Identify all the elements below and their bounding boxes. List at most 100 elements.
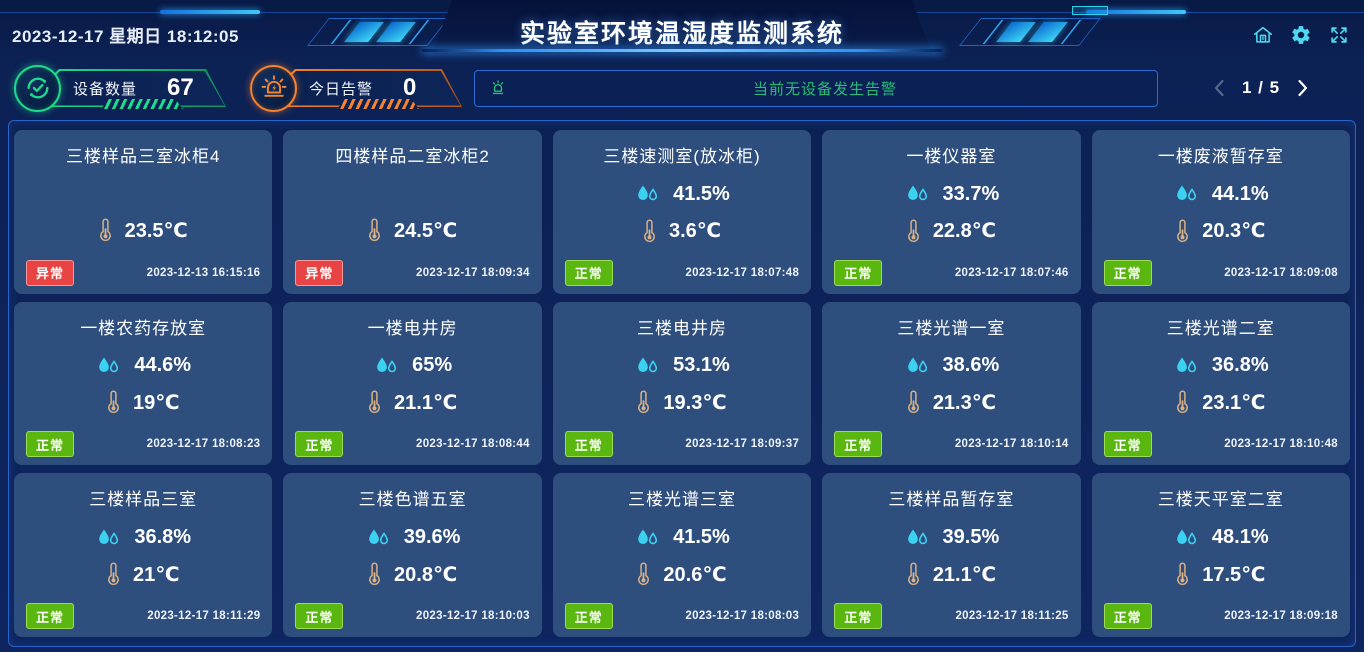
sensor-card[interactable]: 三楼样品三室冰柜4 23 [14,130,273,294]
status-badge: 正常 [1103,431,1152,458]
timestamp: 2023-12-17 18:07:46 [954,266,1069,279]
humidity-icon [904,527,930,549]
thermometer-icon [107,561,120,587]
thermometer-icon [907,561,920,587]
temperature-row: 21.3℃ [833,389,1069,415]
header: 实验室环境温湿度监测系统 2023-12-17 星期日 18:12:05 [0,0,1364,56]
thermometer-icon [643,218,656,244]
humidity-icon [365,527,391,549]
fullscreen-icon[interactable] [1328,24,1350,46]
timestamp: 2023-12-17 18:10:14 [954,438,1069,451]
humidity-value: 44.1% [1211,182,1269,205]
humidity-icon [1173,183,1199,205]
settings-icon[interactable] [1290,24,1312,46]
thermometer-icon [368,561,381,587]
room-name: 一楼农药存放室 [80,318,207,338]
humidity-row: 41.5% [564,526,800,549]
status-badge: 正常 [26,603,75,629]
status-badge: 正常 [564,431,613,458]
timestamp: 2023-12-13 16:15:16 [146,266,261,279]
humidity-row: 44.6% [25,354,261,377]
status-badge: 正常 [834,603,883,629]
room-name: 三楼光谱三室 [627,490,736,510]
temperature-row: 23.5℃ [25,217,261,243]
humidity-icon [1173,355,1199,377]
sensor-card[interactable]: 一楼仪器室 33.7% 2 [822,130,1081,294]
sensor-card[interactable]: 三楼光谱三室 41.5% [552,473,812,637]
temperature-row: 17.5℃ [1103,561,1339,587]
humidity-icon [904,183,930,205]
humidity-value: 36.8% [134,526,192,549]
device-count-frame: 设备数量 67 [49,69,226,107]
timestamp: 2023-12-17 18:08:23 [146,438,261,451]
timestamp: 2023-12-17 18:09:34 [416,266,530,279]
room-name: 一楼电井房 [367,318,458,338]
device-count-badge: 设备数量 67 [14,63,226,113]
thermometer-icon [907,389,920,415]
today-alarms-label: 今日告警 [309,80,374,98]
humidity-icon [634,527,660,549]
thermometer-icon [368,389,381,415]
sensor-card[interactable]: 三楼色谱五室 39.6% [283,473,542,637]
sensor-card[interactable]: 三楼速测室(放冰柜) 41.5% [552,130,812,294]
timestamp: 2023-12-17 18:11:29 [147,610,261,622]
chevron-right-icon[interactable] [1296,79,1310,97]
temperature-value: 20.3℃ [1202,220,1266,243]
sensor-card[interactable]: 三楼光谱二室 36.8% [1091,301,1350,466]
status-badge: 异常 [295,259,344,286]
sensor-card[interactable]: 一楼农药存放室 44.6% [14,301,273,466]
timestamp: 2023-12-17 18:10:48 [1224,438,1338,451]
room-name: 三楼光谱二室 [1166,318,1275,338]
header-glow-segment [160,10,260,14]
header-deco-box [1072,6,1108,15]
temperature-value: 17.5℃ [1202,563,1266,586]
chevron-left-icon[interactable] [1212,79,1226,97]
sensor-card[interactable]: 一楼废液暂存室 44.1% [1091,130,1350,294]
room-name: 三楼电井房 [636,318,727,338]
title-band [432,0,932,54]
sensor-card[interactable]: 三楼电井房 53.1% 1 [552,301,812,466]
room-name: 三楼光谱一室 [897,318,1006,338]
sensor-card[interactable]: 三楼天平室二室 48.1% [1091,473,1350,637]
humidity-icon [904,355,930,377]
thermometer-icon [907,218,920,244]
humidity-row: 36.8% [25,526,261,549]
home-icon[interactable] [1252,24,1274,46]
humidity-value: 48.1% [1211,526,1269,549]
header-glow-segment [1086,10,1186,14]
device-count-label: 设备数量 [73,80,138,98]
sensor-card[interactable]: 三楼样品三室 36.8% [14,473,273,637]
thermometer-icon [637,389,650,415]
sensor-card[interactable]: 三楼光谱一室 38.6% [822,301,1081,466]
temperature-row: 20.3℃ [1103,218,1339,244]
status-badge: 正常 [564,603,613,629]
status-badge: 正常 [295,431,344,458]
humidity-icon [95,527,121,549]
page-title: 实验室环境温湿度监测系统 [519,20,844,48]
humidity-value: 41.5% [673,526,730,549]
sensor-card[interactable]: 一楼电井房 65% 21. [283,301,542,466]
humidity-row: 53.1% [564,354,800,377]
humidity-row: 33.7% [833,183,1069,206]
status-badge: 正常 [834,431,883,458]
humidity-row: 39.6% [294,526,530,549]
temperature-row: 21℃ [25,561,261,587]
room-name: 一楼废液暂存室 [1157,147,1284,166]
humidity-icon [1173,527,1199,549]
humidity-icon [373,355,399,377]
page-indicator: 1 / 5 [1241,78,1281,97]
humidity-icon [95,355,121,377]
sensor-card[interactable]: 三楼样品暂存室 39.5% [822,473,1081,637]
temperature-value: 24.5℃ [394,219,458,242]
timestamp: 2023-12-17 18:09:08 [1224,266,1338,279]
sensor-card[interactable]: 四楼样品二室冰柜2 24 [283,130,542,294]
sensor-board-panel: 三楼样品三室冰柜4 23 [8,120,1356,647]
room-name: 三楼色谱五室 [358,490,467,510]
title-underline [422,49,942,52]
temperature-value: 23.5℃ [124,219,188,242]
status-badge: 异常 [26,259,75,286]
temperature-row: 3.6℃ [564,218,800,244]
timestamp: 2023-12-17 18:10:03 [416,610,530,622]
humidity-icon [634,183,660,205]
humidity-row: 39.5% [833,526,1069,549]
